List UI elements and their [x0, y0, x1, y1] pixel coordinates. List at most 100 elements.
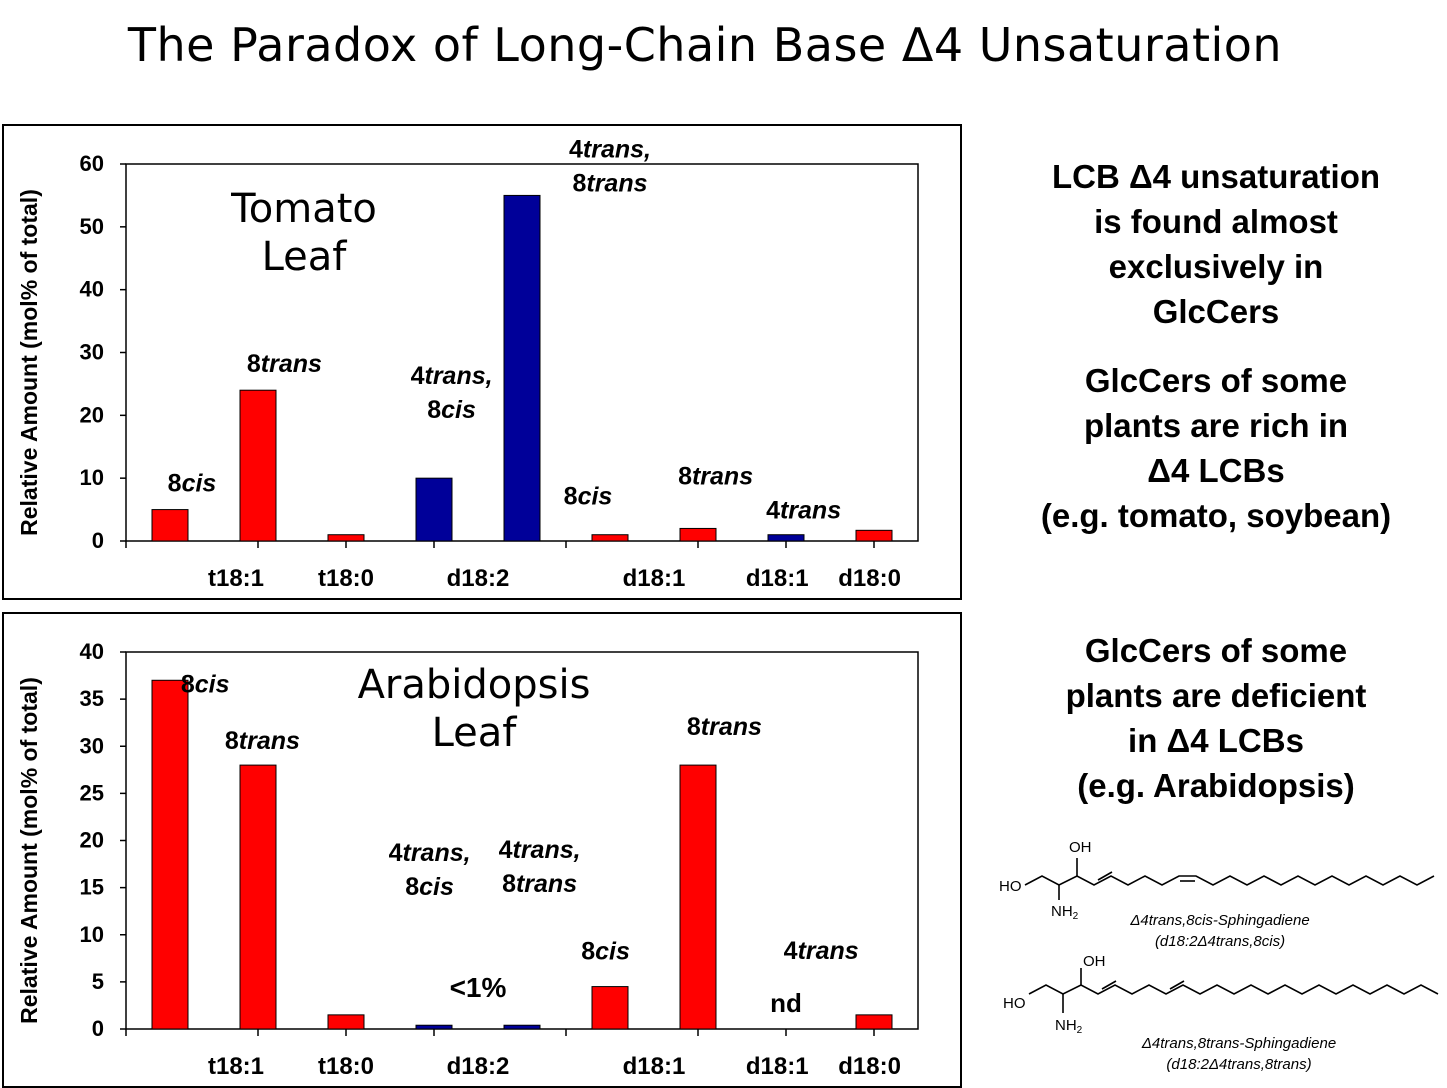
note-line: LCB Δ4 unsaturation	[1051, 158, 1381, 195]
slide-title: The Paradox of Long-Chain Base Δ4 Unsatu…	[127, 18, 1283, 72]
y-tick-label: 25	[80, 780, 104, 805]
note-line: GlcCers	[1152, 293, 1280, 330]
double-bond-8trans	[1169, 980, 1185, 990]
y-axis-label: Relative Amount (mol% of total)	[16, 189, 42, 536]
y-tick-label: 0	[92, 528, 104, 553]
arabidopsis-bar-chart: 0 5 10 15 20 25 30 35 40 t18:1 t18:0 d18:2 d18:1 d18:…	[16, 639, 919, 1080]
bar-label: 8cis	[581, 938, 630, 966]
x-tick-label: t18:1	[208, 565, 264, 592]
bar	[415, 477, 453, 542]
panel-label: Leaf	[262, 234, 348, 280]
nh-subscript: 2	[1073, 911, 1079, 922]
bar	[151, 679, 189, 1030]
double-bond-4trans	[1101, 980, 1117, 990]
y-tick-label: 0	[92, 1016, 104, 1041]
bar	[591, 986, 629, 1030]
bar-label: 8trans	[678, 462, 753, 490]
bar	[591, 534, 629, 542]
y-tick-label: 5	[92, 969, 104, 994]
y-tick-label: 35	[80, 686, 104, 711]
bar	[679, 764, 717, 1030]
panel-label: Leaf	[432, 710, 518, 756]
x-tick-label: d18:1	[746, 565, 809, 592]
note-line: (e.g. Arabidopsis)	[1077, 767, 1355, 804]
nh-text: NH	[1055, 1017, 1077, 1034]
x-tick-label: d18:2	[447, 1053, 510, 1080]
sphingadiene-structures: OH HO NH2 Δ4trans,8cis-Sphingadiene (d18…	[999, 839, 1439, 1073]
note-line: Δ4 LCBs	[1147, 452, 1285, 489]
skeleton-bonds	[1024, 875, 1435, 886]
compound-name: Δ4trans,8cis-Sphingadiene	[1129, 912, 1309, 929]
not-detected-note: nd	[770, 988, 802, 1018]
bar-label: 8trans	[225, 727, 300, 755]
oh-label: OH	[1083, 953, 1106, 970]
bar	[503, 1024, 541, 1030]
y-axis-label: Relative Amount (mol% of total)	[16, 677, 42, 1024]
ho-label: HO	[999, 878, 1022, 895]
structure-4trans-8trans: OH HO NH2 Δ4trans,8trans-Sphingadiene (d…	[1003, 953, 1439, 1073]
rich-in-d4-note: GlcCers of some plants are rich in Δ4 LC…	[990, 358, 1442, 538]
bar-label: 8cis	[564, 483, 613, 511]
bar-label: 8cis	[427, 396, 476, 424]
ho-label: HO	[1003, 995, 1026, 1012]
tomato-chart-panel: 0 10 20 30 40 50 60 t18:1 t18:0 d18:2 d18:1 d18:1 d1…	[2, 124, 962, 600]
x-tick-label: d18:0	[838, 1053, 901, 1080]
x-tick-label: d18:1	[623, 1053, 686, 1080]
y-tick-label: 10	[80, 465, 104, 490]
bar	[767, 534, 805, 542]
note-line: plants are rich in	[1083, 407, 1349, 444]
y-tick-label: 30	[80, 340, 104, 365]
oh-label: OH	[1069, 839, 1092, 856]
deficient-in-d4-note: GlcCers of some plants are deficient in …	[990, 628, 1442, 808]
bar-label: 8trans	[572, 169, 647, 197]
bar	[239, 389, 277, 542]
x-tick-label: d18:2	[447, 565, 510, 592]
x-tick-label: d18:1	[746, 1053, 809, 1080]
panel-label: Arabidopsis	[358, 662, 591, 708]
nh2-label: NH2	[1055, 1017, 1083, 1036]
bar-label: 8cis	[181, 670, 230, 698]
bar	[855, 1014, 893, 1030]
lcb-unsaturation-note: LCB Δ4 unsaturation is found almost excl…	[990, 154, 1442, 334]
y-tick-label: 30	[80, 733, 104, 758]
bar	[327, 1014, 365, 1030]
note-line: plants are deficient	[1065, 677, 1367, 714]
nh-subscript: 2	[1077, 1025, 1083, 1036]
bar	[503, 194, 541, 542]
bar-label: 8trans	[502, 870, 577, 898]
bar-label: 8trans	[687, 713, 762, 741]
x-tick-label: t18:0	[318, 1053, 374, 1080]
nh2-label: NH2	[1051, 903, 1079, 922]
structure-4trans-8cis: OH HO NH2 Δ4trans,8cis-Sphingadiene (d18…	[999, 839, 1435, 950]
note-line: exclusively in	[1108, 248, 1324, 285]
skeleton-bonds	[1028, 984, 1439, 995]
bar-label: 4trans,	[569, 135, 651, 163]
note-line: (e.g. tomato, soybean)	[1040, 497, 1392, 534]
bar-label: 4trans	[766, 497, 841, 525]
y-tick-label: 40	[80, 277, 104, 302]
bar-label: 8trans	[247, 350, 322, 378]
note-line: GlcCers of some	[1084, 632, 1348, 669]
compound-formula: (d18:2Δ4trans,8trans)	[1166, 1056, 1311, 1073]
x-tick-label: t18:1	[208, 1053, 264, 1080]
bar-label: 8cis	[405, 873, 454, 901]
y-tick-label: 20	[80, 402, 104, 427]
y-tick-label: 20	[80, 828, 104, 853]
tomato-bar-chart: 0 10 20 30 40 50 60 t18:1 t18:0 d18:2 d18:1 d18:1 d1…	[16, 135, 919, 592]
y-tick-label: 15	[80, 875, 104, 900]
less-than-one-percent-note: <1%	[450, 972, 507, 1003]
bar-label: 4trans,	[411, 362, 493, 390]
x-tick-label: d18:0	[838, 565, 901, 592]
y-tick-label: 40	[80, 639, 104, 664]
bar	[239, 764, 277, 1030]
bar	[679, 527, 717, 542]
x-tick-label: t18:0	[318, 565, 374, 592]
note-line: in Δ4 LCBs	[1128, 722, 1304, 759]
y-tick-label: 10	[80, 922, 104, 947]
arabidopsis-chart-panel: 0 5 10 15 20 25 30 35 40 t18:1 t18:0 d18:2 d18:1 d18:…	[2, 612, 962, 1088]
compound-formula: (d18:2Δ4trans,8cis)	[1155, 933, 1285, 950]
bar	[151, 509, 189, 542]
nh-text: NH	[1051, 903, 1073, 920]
y-tick-label: 60	[80, 151, 104, 176]
bar-label: 4trans	[784, 937, 859, 965]
